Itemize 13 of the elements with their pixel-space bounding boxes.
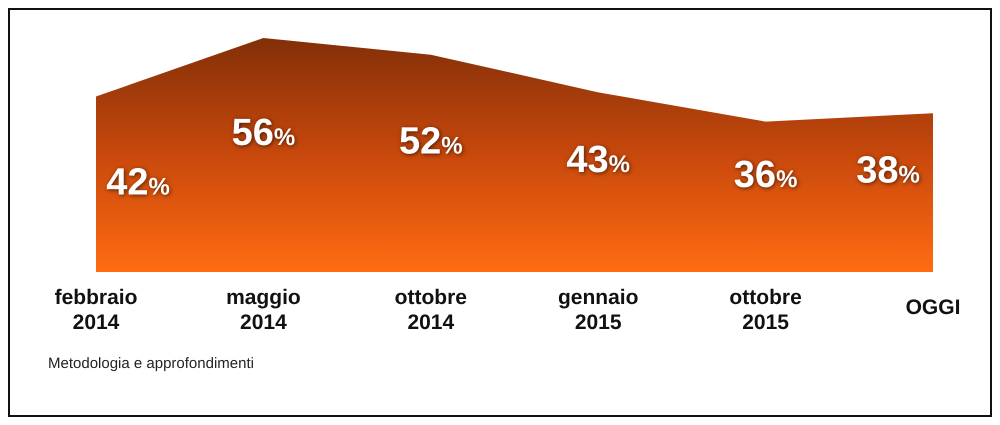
x-tick-label: gennaio 2015 bbox=[558, 286, 638, 334]
data-label: 36% bbox=[734, 154, 798, 196]
x-tick-label: ottobre 2014 bbox=[394, 286, 467, 334]
data-label: 52% bbox=[398, 120, 463, 162]
data-label: 38% bbox=[856, 150, 920, 192]
x-tick-label: ottobre 2015 bbox=[729, 286, 802, 334]
x-tick-label: OGGI bbox=[906, 296, 960, 319]
x-tick-label: maggio 2014 bbox=[226, 286, 301, 334]
data-label: 42% bbox=[106, 161, 170, 204]
x-tick-label: febbraio 2014 bbox=[54, 286, 138, 334]
data-label: 43% bbox=[566, 139, 630, 182]
text: Metodologia e approfondimenti bbox=[48, 355, 254, 372]
data-label: 56% bbox=[232, 112, 296, 154]
